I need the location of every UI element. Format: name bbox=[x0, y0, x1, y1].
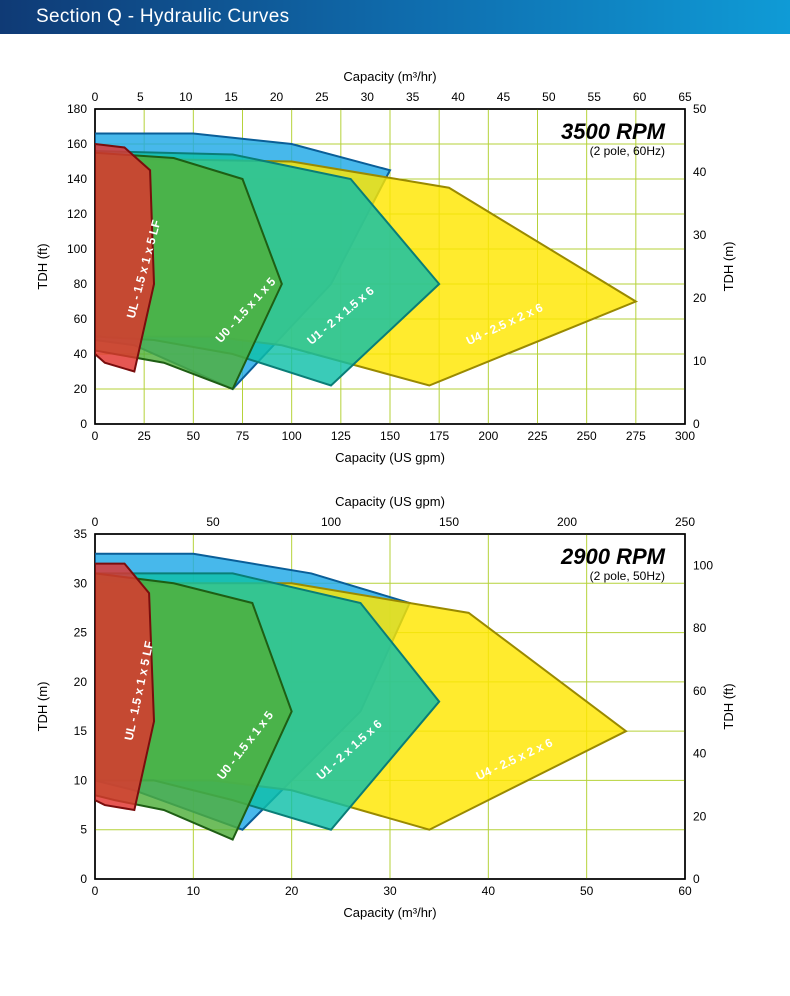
svg-text:60: 60 bbox=[633, 90, 647, 104]
svg-text:120: 120 bbox=[67, 207, 87, 221]
svg-text:30: 30 bbox=[693, 228, 707, 242]
svg-text:80: 80 bbox=[74, 277, 88, 291]
svg-text:200: 200 bbox=[478, 429, 498, 443]
rpm-subtitle: (2 pole, 50Hz) bbox=[590, 569, 665, 583]
svg-text:0: 0 bbox=[92, 884, 99, 898]
svg-text:0: 0 bbox=[92, 90, 99, 104]
svg-text:160: 160 bbox=[67, 137, 87, 151]
svg-text:35: 35 bbox=[406, 90, 420, 104]
section-header: Section Q - Hydraulic Curves bbox=[0, 0, 790, 34]
svg-text:10: 10 bbox=[187, 884, 201, 898]
svg-text:60: 60 bbox=[74, 312, 88, 326]
svg-text:30: 30 bbox=[383, 884, 397, 898]
svg-text:20: 20 bbox=[285, 884, 299, 898]
svg-text:250: 250 bbox=[675, 515, 695, 529]
svg-text:5: 5 bbox=[80, 823, 87, 837]
svg-text:125: 125 bbox=[331, 429, 351, 443]
svg-text:20: 20 bbox=[74, 382, 88, 396]
svg-text:40: 40 bbox=[693, 747, 707, 761]
svg-text:180: 180 bbox=[67, 102, 87, 116]
svg-text:0: 0 bbox=[693, 872, 700, 886]
svg-text:30: 30 bbox=[74, 576, 88, 590]
svg-text:275: 275 bbox=[626, 429, 646, 443]
svg-text:40: 40 bbox=[693, 165, 707, 179]
rpm-title: 3500 RPM bbox=[561, 119, 666, 144]
svg-text:40: 40 bbox=[74, 347, 88, 361]
right-axis-title: TDH (m) bbox=[721, 242, 736, 292]
svg-text:225: 225 bbox=[527, 429, 547, 443]
svg-text:100: 100 bbox=[67, 242, 87, 256]
bottom-axis-title: Capacity (m³/hr) bbox=[343, 905, 436, 920]
svg-text:0: 0 bbox=[92, 429, 99, 443]
svg-text:25: 25 bbox=[315, 90, 329, 104]
svg-text:50: 50 bbox=[693, 102, 707, 116]
svg-text:5: 5 bbox=[137, 90, 144, 104]
svg-text:20: 20 bbox=[693, 809, 707, 823]
svg-text:100: 100 bbox=[693, 558, 713, 572]
svg-text:45: 45 bbox=[497, 90, 511, 104]
svg-text:0: 0 bbox=[80, 872, 87, 886]
svg-text:80: 80 bbox=[693, 621, 707, 635]
rpm-subtitle: (2 pole, 60Hz) bbox=[590, 144, 665, 158]
svg-text:140: 140 bbox=[67, 172, 87, 186]
svg-text:35: 35 bbox=[74, 527, 88, 541]
svg-text:50: 50 bbox=[542, 90, 556, 104]
svg-text:75: 75 bbox=[236, 429, 250, 443]
svg-text:30: 30 bbox=[361, 90, 375, 104]
svg-text:100: 100 bbox=[282, 429, 302, 443]
svg-text:55: 55 bbox=[588, 90, 602, 104]
svg-text:15: 15 bbox=[74, 724, 88, 738]
top-axis-title: Capacity (US gpm) bbox=[335, 494, 445, 509]
svg-text:40: 40 bbox=[482, 884, 496, 898]
svg-text:150: 150 bbox=[439, 515, 459, 529]
svg-text:100: 100 bbox=[321, 515, 341, 529]
top-axis-title: Capacity (m³/hr) bbox=[343, 69, 436, 84]
bottom-axis-title: Capacity (US gpm) bbox=[335, 450, 445, 465]
svg-text:0: 0 bbox=[80, 417, 87, 431]
svg-text:10: 10 bbox=[74, 773, 88, 787]
svg-text:175: 175 bbox=[429, 429, 449, 443]
chart-2900rpm: 苏州冠裕HONCO0102030405060050100150200250051… bbox=[0, 494, 790, 974]
svg-text:50: 50 bbox=[580, 884, 594, 898]
svg-text:65: 65 bbox=[678, 90, 692, 104]
svg-text:10: 10 bbox=[693, 354, 707, 368]
left-axis-title: TDH (ft) bbox=[35, 243, 50, 289]
svg-text:20: 20 bbox=[270, 90, 284, 104]
svg-text:25: 25 bbox=[74, 626, 88, 640]
svg-text:150: 150 bbox=[380, 429, 400, 443]
svg-text:15: 15 bbox=[224, 90, 238, 104]
section-title: Section Q - Hydraulic Curves bbox=[36, 6, 289, 28]
svg-text:0: 0 bbox=[92, 515, 99, 529]
svg-text:60: 60 bbox=[693, 684, 707, 698]
svg-text:200: 200 bbox=[557, 515, 577, 529]
svg-text:250: 250 bbox=[577, 429, 597, 443]
svg-text:50: 50 bbox=[206, 515, 220, 529]
svg-text:60: 60 bbox=[678, 884, 692, 898]
left-axis-title: TDH (m) bbox=[35, 682, 50, 732]
svg-text:300: 300 bbox=[675, 429, 695, 443]
svg-text:0: 0 bbox=[693, 417, 700, 431]
chart-3500rpm: 0255075100125150175200225250275300051015… bbox=[0, 34, 790, 494]
rpm-title: 2900 RPM bbox=[560, 544, 666, 569]
svg-text:20: 20 bbox=[693, 291, 707, 305]
svg-text:40: 40 bbox=[451, 90, 465, 104]
svg-text:50: 50 bbox=[187, 429, 201, 443]
svg-text:25: 25 bbox=[137, 429, 151, 443]
svg-text:20: 20 bbox=[74, 675, 88, 689]
right-axis-title: TDH (ft) bbox=[721, 683, 736, 729]
svg-text:10: 10 bbox=[179, 90, 193, 104]
